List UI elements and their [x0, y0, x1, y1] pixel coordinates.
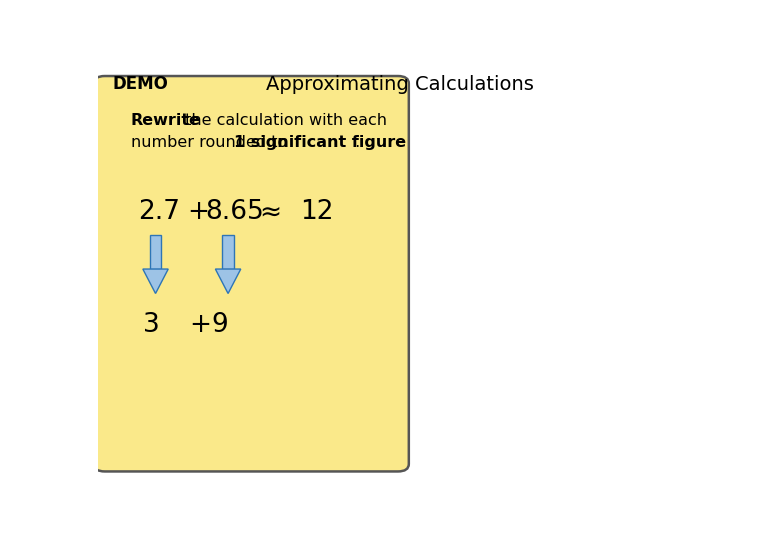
- Text: ≈: ≈: [260, 199, 282, 225]
- Text: 8.65: 8.65: [205, 199, 264, 225]
- Text: 1 significant figure: 1 significant figure: [233, 136, 406, 151]
- Text: +: +: [189, 312, 211, 338]
- Text: number rounded to: number rounded to: [131, 136, 292, 151]
- Text: .: .: [349, 136, 360, 151]
- Text: Rewrite: Rewrite: [131, 113, 200, 127]
- FancyBboxPatch shape: [94, 76, 409, 471]
- Text: 2.7: 2.7: [139, 199, 181, 225]
- Text: 3: 3: [144, 312, 160, 338]
- Text: the calculation with each: the calculation with each: [180, 113, 388, 127]
- Text: 12: 12: [300, 199, 334, 225]
- Polygon shape: [143, 269, 168, 294]
- Polygon shape: [215, 269, 241, 294]
- Text: 9: 9: [211, 312, 228, 338]
- Text: Approximating Calculations: Approximating Calculations: [266, 75, 534, 94]
- Text: +: +: [187, 199, 209, 225]
- Polygon shape: [222, 235, 234, 269]
- Polygon shape: [150, 235, 161, 269]
- Text: DEMO: DEMO: [112, 75, 168, 93]
